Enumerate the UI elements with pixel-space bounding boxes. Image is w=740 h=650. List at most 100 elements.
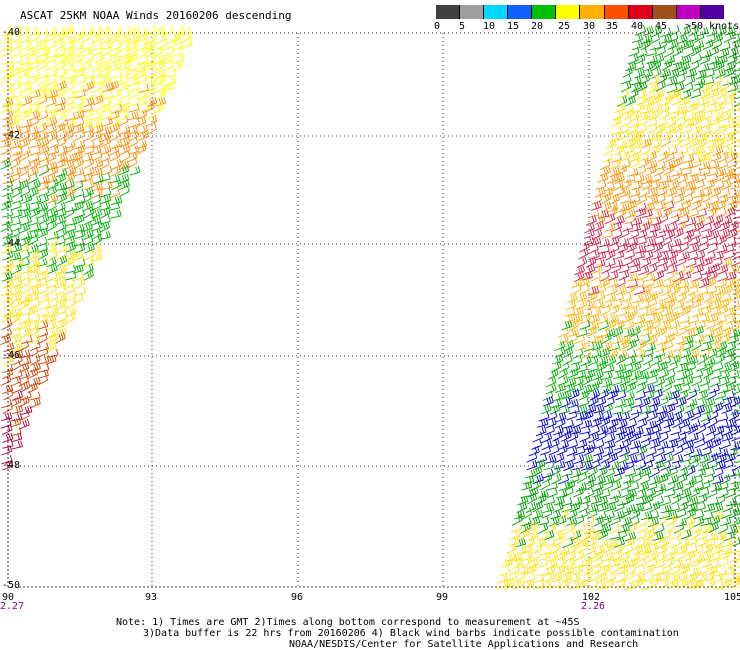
wind-barb (653, 558, 665, 569)
wind-barb (100, 66, 111, 78)
wind-barb (596, 572, 608, 584)
wind-barb (592, 411, 604, 422)
wind-barb (570, 529, 582, 542)
wind-barb (672, 122, 683, 134)
wind-barb (627, 557, 639, 569)
wind-barb (639, 405, 651, 415)
wind-barb (612, 326, 624, 338)
wind-barb (683, 228, 695, 240)
wind-barb (74, 68, 86, 79)
wind-barb (657, 368, 669, 379)
wind-barb (628, 158, 640, 169)
wind-barb (65, 250, 77, 261)
wind-barb (700, 517, 712, 527)
wind-barb (74, 277, 86, 290)
wind-barb (705, 97, 718, 107)
wind-barb (632, 545, 644, 556)
wind-barb (46, 108, 58, 120)
wind-barb (569, 501, 581, 513)
wind-barb (45, 320, 57, 331)
wind-barb (109, 122, 120, 134)
wind-barb (571, 496, 583, 507)
wind-barb (705, 138, 717, 149)
wind-barb (513, 510, 526, 520)
wind-barb (594, 258, 606, 269)
wind-barb (623, 397, 635, 408)
wind-barb (83, 187, 94, 198)
wind-barb (657, 361, 668, 373)
wind-barb (666, 146, 678, 156)
wind-barb (611, 376, 623, 386)
wind-barb (156, 39, 167, 51)
wind-barb (682, 82, 694, 94)
wind-barb (712, 214, 724, 226)
wind-barb (736, 348, 740, 351)
wind-barb (649, 255, 660, 267)
wind-barb (74, 243, 86, 254)
wind-barb (542, 396, 554, 407)
wind-barb (162, 54, 174, 65)
wind-barb (706, 487, 718, 499)
wind-barb (625, 355, 636, 367)
wind-barb (591, 193, 603, 205)
wind-barb (64, 25, 75, 37)
wind-barb (629, 508, 641, 520)
wind-barb (633, 285, 646, 296)
wind-barb (712, 580, 725, 591)
wind-barb (553, 531, 566, 541)
wind-barb (10, 284, 22, 296)
wind-barb (569, 388, 580, 400)
wind-barb (679, 383, 691, 394)
wind-barb (592, 487, 604, 498)
wind-barb (46, 283, 57, 296)
wind-barb (19, 137, 31, 149)
wind-barb (82, 108, 94, 120)
wind-barb (603, 143, 614, 156)
wind-barb (677, 172, 689, 184)
wind-barb (128, 129, 140, 142)
wind-barb (700, 49, 712, 59)
wind-barb (629, 152, 640, 163)
wind-barb (710, 152, 722, 162)
wind-barb (29, 157, 41, 170)
wind-barb (676, 66, 688, 78)
wind-barb (669, 354, 681, 366)
wind-barb (55, 122, 66, 134)
wind-barb (722, 137, 734, 148)
wind-barb (624, 493, 635, 506)
wind-barb (684, 328, 696, 338)
wind-barb (120, 60, 132, 71)
wind-barb (686, 502, 698, 513)
wind-barb (572, 306, 584, 316)
wind-barb (695, 208, 707, 218)
wind-barb (46, 123, 57, 135)
wind-barb (56, 109, 68, 121)
wind-barb (100, 34, 113, 44)
wind-barb (10, 321, 23, 332)
wind-barb (1, 25, 13, 37)
wind-barb (572, 559, 585, 569)
wind-barb (127, 156, 138, 169)
wind-barb (127, 111, 140, 121)
wind-barb (609, 193, 620, 205)
wind-barb (643, 96, 654, 108)
wind-barb (612, 543, 624, 555)
wind-barb (680, 305, 692, 317)
wind-barb (611, 259, 624, 269)
wind-barb (56, 227, 68, 240)
wind-barb (0, 151, 12, 164)
wind-barb (99, 172, 111, 183)
wind-barb (100, 136, 111, 148)
wind-barb (682, 193, 694, 205)
wind-barb (690, 199, 702, 212)
wind-barb (656, 325, 668, 338)
wind-barb (499, 566, 511, 577)
wind-barb (695, 422, 707, 435)
wind-barb (48, 305, 59, 318)
wind-barb (548, 444, 560, 456)
wind-barb (65, 152, 77, 163)
wind-barb (675, 335, 687, 345)
wind-barb (668, 68, 680, 79)
wind-barb (627, 167, 639, 177)
wind-barb (0, 158, 12, 170)
